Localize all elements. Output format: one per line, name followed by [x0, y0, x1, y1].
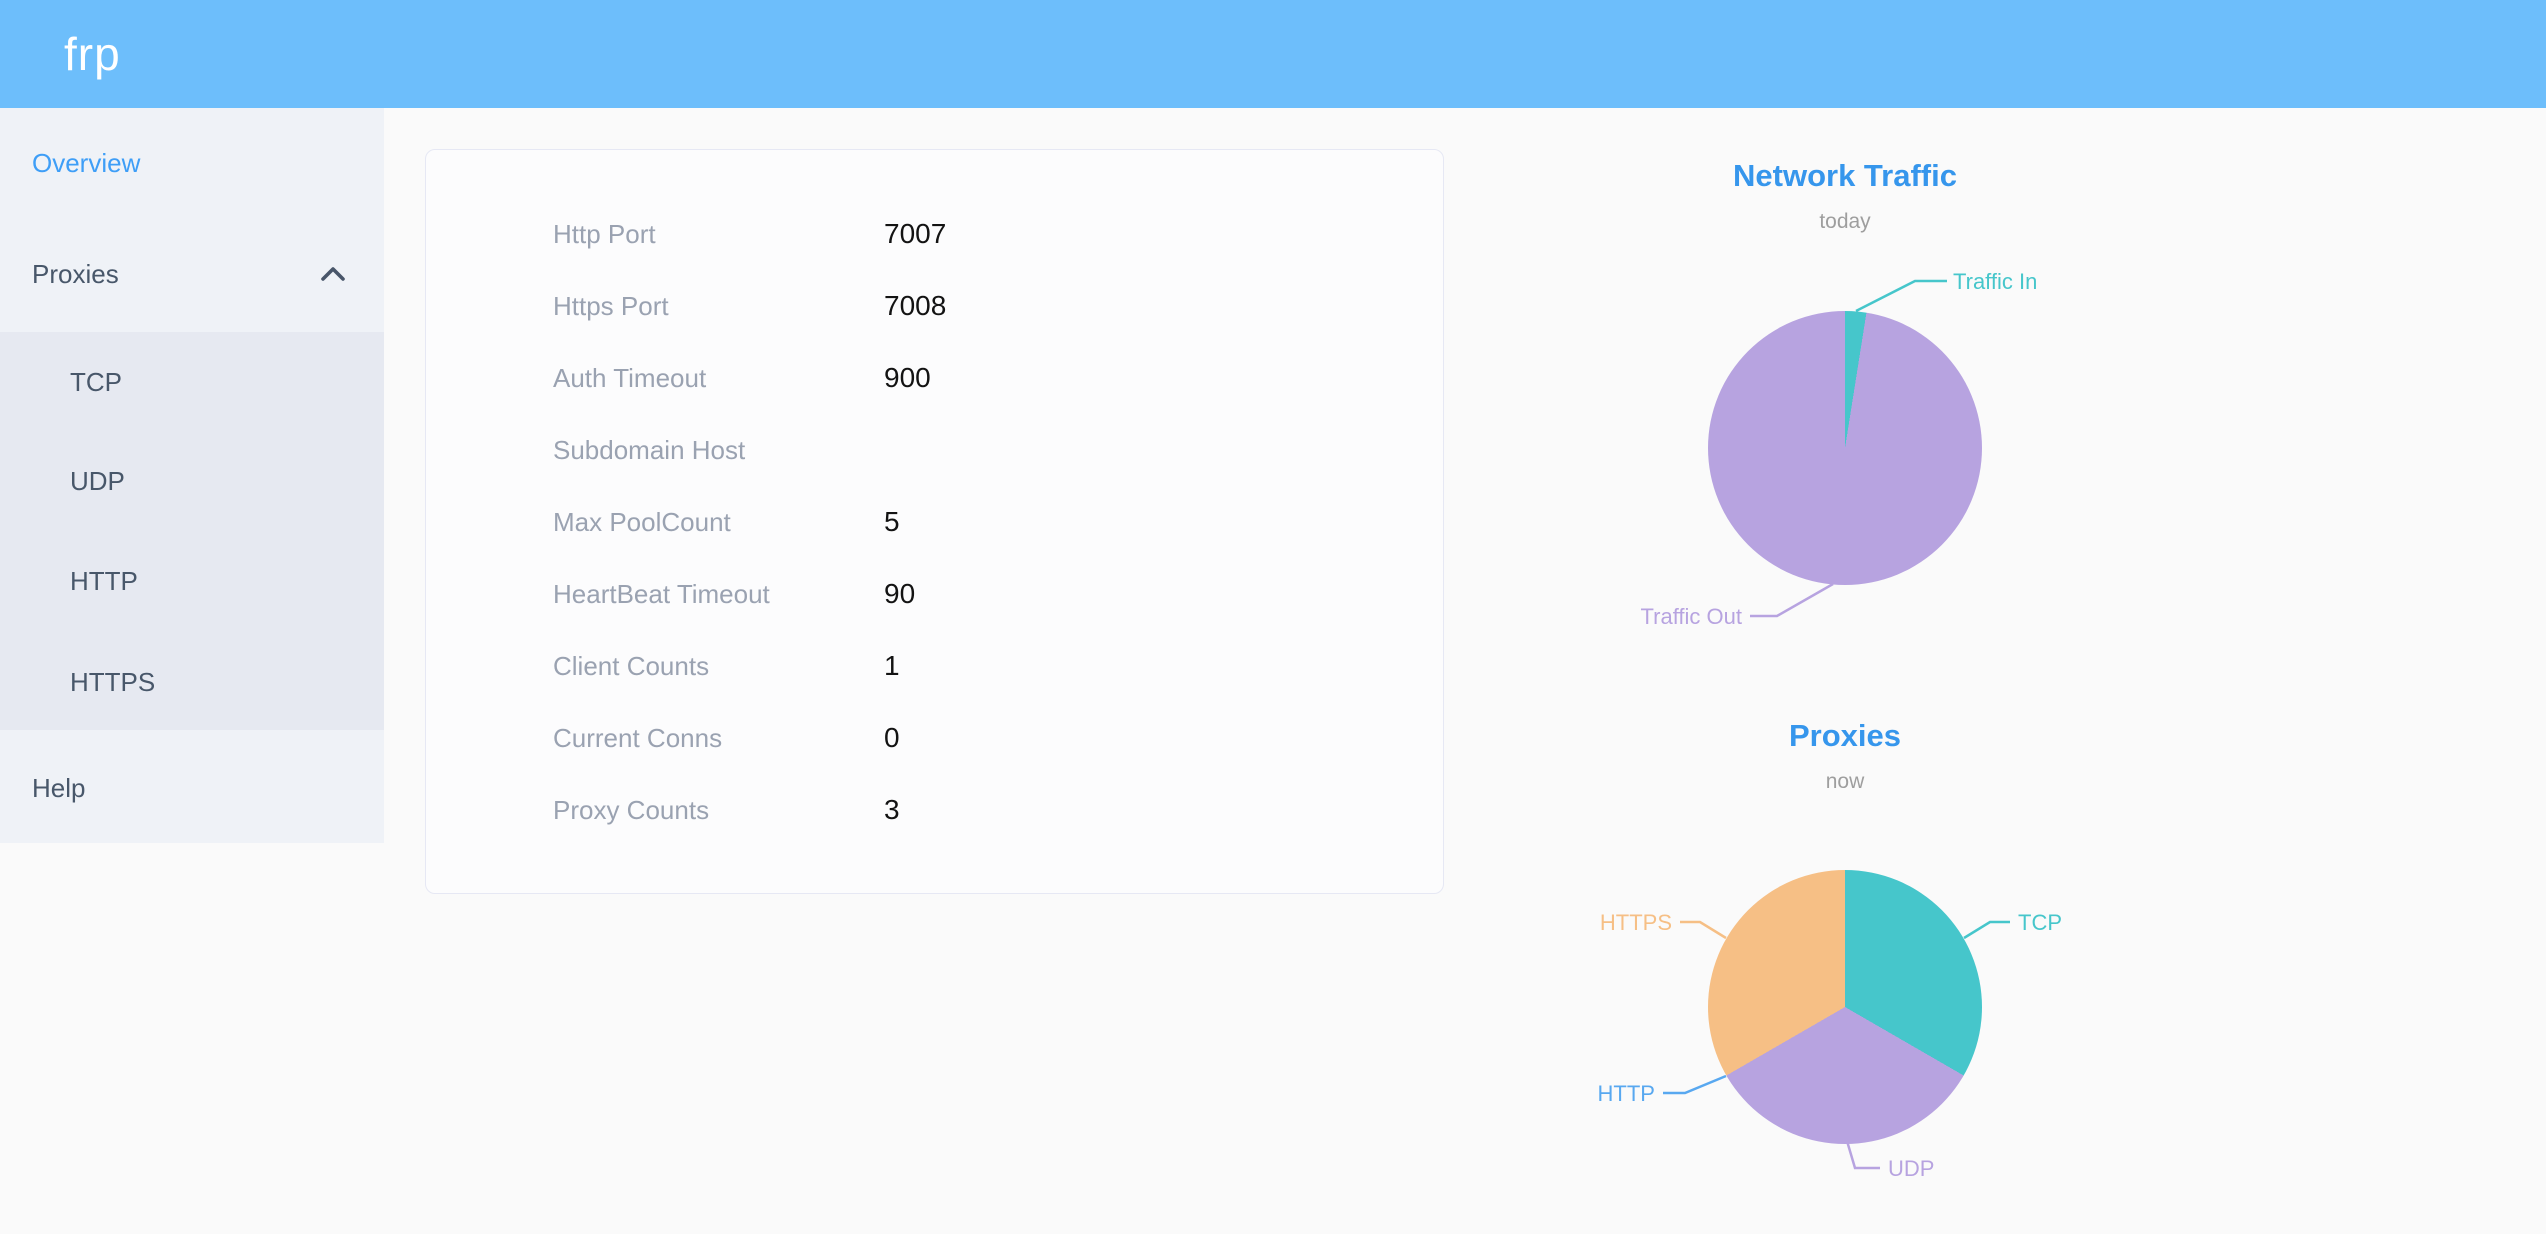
proxies-pie[interactable] [1708, 870, 1982, 1144]
sidebar-item-label: Proxies [32, 259, 119, 289]
proxies-title: Proxies [1788, 718, 1901, 753]
server-info-card: Http Port 7007 Https Port 7008 Auth Time… [425, 149, 1444, 894]
info-row-auth-timeout: Auth Timeout 900 [553, 342, 1443, 414]
sidebar-item-overview[interactable]: Overview [0, 118, 384, 208]
chevron-up-icon [321, 267, 345, 281]
sidebar-item-udp[interactable]: UDP [0, 436, 384, 526]
sidebar-item-label: UDP [70, 466, 125, 496]
info-value: 7007 [884, 218, 947, 249]
info-row-client-counts: Client Counts 1 [553, 630, 1443, 702]
info-row-current-conns: Current Conns 0 [553, 702, 1443, 774]
http-leader-line [1663, 1074, 1727, 1095]
sidebar-item-label: Overview [32, 148, 141, 178]
info-value: 5 [884, 506, 900, 537]
sidebar-item-http[interactable]: HTTP [0, 536, 384, 626]
traffic-out-leader-line [1750, 582, 1834, 618]
traffic-in-label: Traffic In [1953, 269, 2037, 294]
info-row-max-poolcount: Max PoolCount 5 [553, 486, 1443, 558]
tcp-label: TCP [2018, 910, 2062, 935]
info-row-https-port: Https Port 7008 [553, 270, 1443, 342]
network-traffic-subtitle: today [1819, 210, 1871, 233]
network-traffic-pie[interactable] [1708, 311, 1982, 585]
info-label: HeartBeat Timeout [553, 578, 770, 609]
info-label: Proxy Counts [553, 794, 710, 825]
info-label: Client Counts [553, 650, 710, 681]
info-row-http-port: Http Port 7007 [553, 198, 1443, 270]
sidebar-item-label: TCP [70, 367, 122, 397]
sidebar-item-tcp[interactable]: TCP [0, 337, 384, 427]
info-row-subdomain-host: Subdomain Host [553, 414, 1443, 486]
sidebar-item-proxies[interactable]: Proxies [0, 229, 384, 319]
info-value: 900 [884, 362, 931, 393]
proxies-subtitle: now [1825, 770, 1865, 793]
info-row-heartbeat-timeout: HeartBeat Timeout 90 [553, 558, 1443, 630]
app-logo: frp [64, 28, 121, 80]
info-label: Subdomain Host [553, 434, 746, 465]
tcp-leader-line [1963, 920, 2010, 940]
sidebar-item-label: Help [32, 773, 86, 803]
udp-leader-line [1845, 1140, 1880, 1170]
sidebar-submenu-proxies: TCP UDP HTTP HTTPS [0, 332, 384, 730]
sidebar-item-help[interactable]: Help [0, 743, 384, 833]
info-label: Http Port [553, 218, 656, 249]
traffic-out-label: Traffic Out [1641, 604, 1742, 629]
sidebar: Overview Proxies TCP UDP HTTP HTTPS Help [0, 108, 384, 843]
info-label: Auth Timeout [553, 362, 707, 393]
proxies-chart: Proxies now TCP HTTPS HTTP UDP [1500, 690, 2190, 1234]
sidebar-item-https[interactable]: HTTPS [0, 637, 384, 727]
info-value: 0 [884, 722, 900, 753]
udp-label: UDP [1888, 1156, 1934, 1181]
traffic-in-leader-line [1855, 279, 1947, 313]
app-header: frp [0, 0, 2546, 108]
info-value: 7008 [884, 290, 947, 321]
info-label: Max PoolCount [553, 506, 731, 537]
sidebar-item-label: HTTPS [70, 667, 156, 697]
network-traffic-chart: Network Traffic today Traffic In Traffic… [1500, 140, 2190, 700]
https-leader-line [1680, 920, 1727, 940]
info-label: Https Port [553, 290, 669, 321]
https-label: HTTPS [1600, 910, 1672, 935]
network-traffic-title: Network Traffic [1733, 158, 1957, 193]
info-value: 90 [884, 578, 916, 609]
sidebar-item-label: HTTP [70, 566, 138, 596]
info-value: 1 [884, 650, 900, 681]
info-value: 3 [884, 794, 900, 825]
http-label: HTTP [1598, 1081, 1655, 1106]
info-row-proxy-counts: Proxy Counts 3 [553, 774, 1443, 846]
info-label: Current Conns [553, 722, 723, 753]
